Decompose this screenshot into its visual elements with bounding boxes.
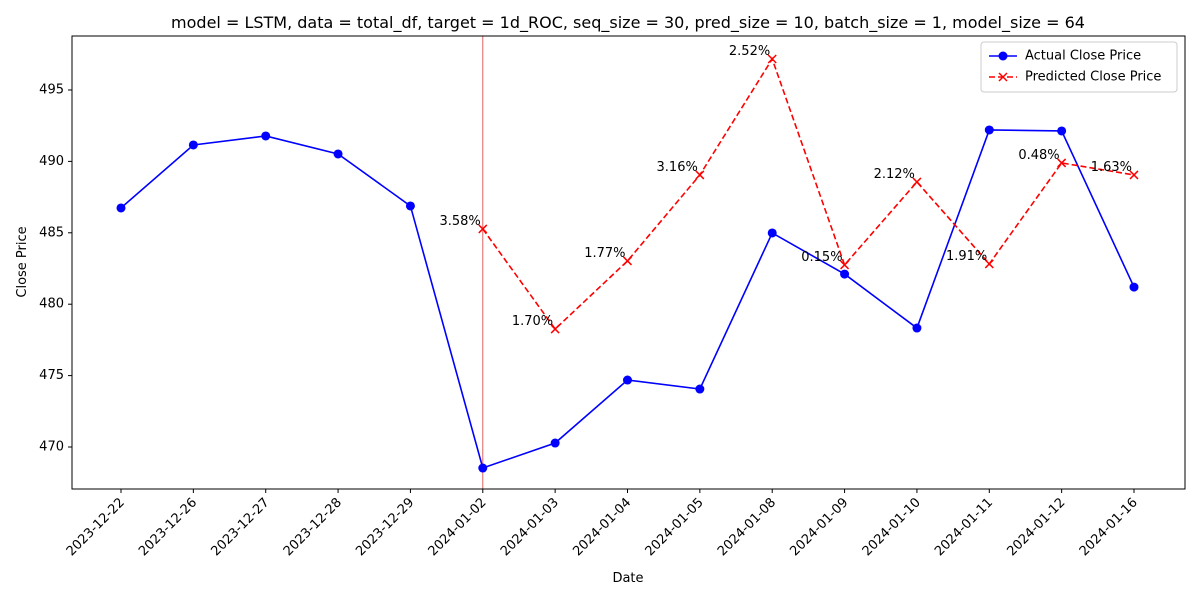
point xyxy=(116,203,126,213)
x-tick-label: 2024-01-04 xyxy=(570,495,634,559)
point xyxy=(550,324,560,334)
annotation: 2.12% xyxy=(874,167,915,182)
point xyxy=(1129,170,1139,180)
annotation: 1.63% xyxy=(1091,160,1132,175)
point xyxy=(1057,126,1067,136)
x-tick-label: 2023-12-26 xyxy=(136,495,200,559)
point xyxy=(767,228,777,238)
y-tick-label: 490 xyxy=(39,154,64,169)
point xyxy=(984,125,994,135)
y-tick-label: 475 xyxy=(39,368,64,383)
point xyxy=(912,323,922,333)
point xyxy=(695,384,705,394)
point xyxy=(188,140,198,150)
point xyxy=(912,177,922,187)
series-line xyxy=(482,57,1135,331)
point xyxy=(767,54,777,64)
point xyxy=(333,149,343,159)
x-tick-label: 2023-12-29 xyxy=(353,495,417,559)
x-tick-label: 2024-01-10 xyxy=(860,495,924,559)
point xyxy=(840,269,850,279)
point xyxy=(1057,158,1067,168)
x-tick-label: 2024-01-05 xyxy=(643,495,707,559)
y-tick-label: 495 xyxy=(39,82,64,97)
x-tick-label: 2023-12-28 xyxy=(281,495,345,559)
point xyxy=(1129,282,1139,292)
legend-box xyxy=(980,41,1178,93)
annotation: 0.48% xyxy=(1018,148,1059,163)
x-tick-label: 2024-01-12 xyxy=(1004,495,1068,559)
point xyxy=(478,224,488,234)
x-tick-label: 2024-01-08 xyxy=(715,495,779,559)
x-tick-label: 2024-01-16 xyxy=(1077,495,1141,559)
point xyxy=(998,51,1008,61)
legend-label: Predicted Close Price xyxy=(1025,70,1161,85)
point xyxy=(998,72,1008,82)
x-tick-label: 2024-01-09 xyxy=(787,495,851,559)
x-tick-label: 2023-12-27 xyxy=(209,495,273,559)
point xyxy=(405,201,415,211)
point xyxy=(622,256,633,266)
x-axis-label: Date xyxy=(612,571,643,586)
legend: Actual Close Price Predicted Close Price xyxy=(980,41,1178,93)
annotation: 1.70% xyxy=(512,314,553,329)
x-tick-label: 2024-01-02 xyxy=(426,495,490,559)
point xyxy=(840,260,850,270)
annotation: 3.58% xyxy=(439,214,480,229)
point xyxy=(550,438,560,448)
point xyxy=(478,463,488,473)
series-line xyxy=(120,129,1135,470)
y-tick-label: 485 xyxy=(39,225,64,240)
y-axis-label: Close Price xyxy=(15,226,30,297)
x-tick-label: 2024-01-11 xyxy=(932,495,996,559)
annotation: 0.15% xyxy=(801,250,842,265)
x-tick-label: 2024-01-03 xyxy=(498,495,562,559)
x-tick-label: 2023-12-22 xyxy=(64,495,128,559)
chart-title: model = LSTM, data = total_df, target = … xyxy=(171,13,1085,33)
y-tick-label: 480 xyxy=(39,297,64,312)
point xyxy=(261,131,271,141)
annotation: 3.16% xyxy=(657,160,698,175)
y-tick-label: 470 xyxy=(39,440,64,455)
annotation: 1.91% xyxy=(946,249,987,264)
point xyxy=(623,375,632,385)
plot-frame xyxy=(71,35,1186,490)
annotation: 1.77% xyxy=(584,246,625,261)
point xyxy=(695,170,705,180)
annotation: 2.52% xyxy=(729,44,770,59)
legend-label: Actual Close Price xyxy=(1025,49,1141,64)
point xyxy=(984,259,994,269)
